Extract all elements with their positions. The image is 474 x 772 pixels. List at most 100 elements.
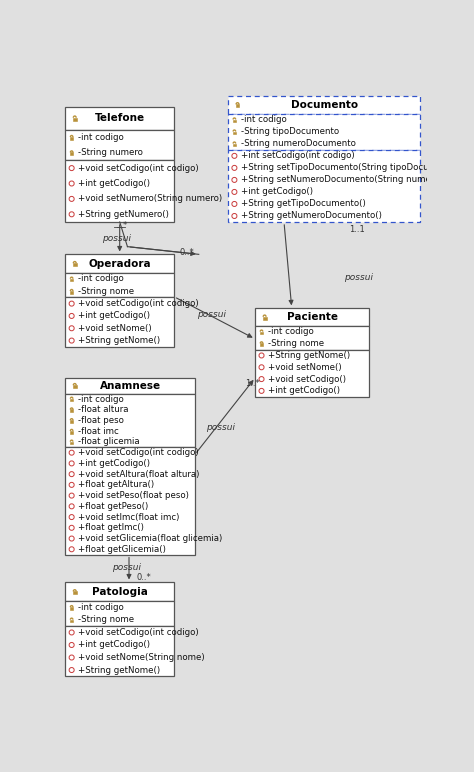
Circle shape — [70, 516, 73, 518]
Text: +int setCodigo(int codigo): +int setCodigo(int codigo) — [241, 151, 354, 161]
Text: +String getNumero(): +String getNumero() — [78, 210, 169, 218]
Bar — [65, 254, 174, 273]
Bar — [233, 144, 236, 146]
Text: +void setCodigo(int codigo): +void setCodigo(int codigo) — [78, 449, 199, 457]
Circle shape — [69, 212, 74, 217]
Text: possui: possui — [207, 423, 236, 432]
Circle shape — [69, 461, 74, 466]
Circle shape — [260, 390, 263, 392]
Circle shape — [259, 353, 264, 357]
Text: -String tipoDocumento: -String tipoDocumento — [241, 127, 339, 137]
Circle shape — [232, 178, 237, 182]
Circle shape — [70, 483, 73, 486]
Bar — [70, 420, 73, 423]
Circle shape — [70, 327, 73, 330]
Text: -String numero: -String numero — [78, 148, 143, 157]
Text: +void setNumero(String numero): +void setNumero(String numero) — [78, 195, 222, 203]
Circle shape — [70, 631, 73, 634]
Bar — [260, 344, 263, 346]
Circle shape — [70, 505, 73, 508]
Bar — [70, 409, 73, 412]
Text: +float getPeso(): +float getPeso() — [78, 502, 148, 511]
Circle shape — [69, 482, 74, 487]
Bar — [70, 137, 73, 140]
Bar — [65, 130, 174, 161]
Text: +String getNome(): +String getNome() — [78, 336, 160, 345]
Text: +int getCodigo(): +int getCodigo() — [78, 311, 150, 320]
Bar — [255, 326, 369, 350]
Bar — [228, 96, 420, 113]
Bar — [65, 582, 174, 601]
Text: -int codigo: -int codigo — [78, 603, 124, 612]
Circle shape — [69, 630, 74, 635]
Bar — [65, 107, 174, 130]
Circle shape — [70, 213, 73, 215]
Circle shape — [232, 165, 237, 170]
Circle shape — [69, 326, 74, 330]
Text: +String setTipoDocumento(String tipoDocumento): +String setTipoDocumento(String tipoDocu… — [241, 164, 459, 172]
Bar — [73, 385, 77, 388]
Bar — [70, 442, 73, 445]
Bar — [73, 591, 77, 594]
Bar — [70, 431, 73, 434]
Text: +void setNome(String nome): +void setNome(String nome) — [78, 653, 204, 662]
Text: +void setAltura(float altura): +void setAltura(float altura) — [78, 469, 199, 479]
Circle shape — [70, 548, 73, 550]
Text: -int codigo: -int codigo — [241, 115, 286, 124]
Bar — [255, 350, 369, 397]
Circle shape — [233, 167, 236, 169]
Text: Operadora: Operadora — [88, 259, 151, 269]
Text: +float getGlicemia(): +float getGlicemia() — [78, 545, 166, 554]
Circle shape — [69, 166, 74, 171]
Circle shape — [70, 644, 73, 646]
Text: +void setPeso(float peso): +void setPeso(float peso) — [78, 491, 189, 500]
Circle shape — [69, 655, 74, 660]
Text: -int codigo: -int codigo — [78, 394, 124, 404]
Circle shape — [70, 182, 73, 185]
Circle shape — [70, 494, 73, 497]
Circle shape — [70, 527, 73, 529]
Circle shape — [69, 472, 74, 476]
Bar — [70, 279, 73, 281]
Text: +int getCodigo(): +int getCodigo() — [241, 188, 312, 196]
Circle shape — [70, 656, 73, 659]
Circle shape — [259, 377, 264, 381]
Circle shape — [69, 526, 74, 530]
Text: -String numeroDocumento: -String numeroDocumento — [241, 139, 356, 148]
Bar — [65, 447, 195, 554]
Circle shape — [233, 154, 236, 157]
Bar — [70, 291, 73, 293]
Bar — [255, 308, 369, 326]
Bar — [73, 263, 77, 266]
Circle shape — [70, 340, 73, 342]
Text: +float getImc(): +float getImc() — [78, 523, 144, 533]
Text: +int getCodigo(): +int getCodigo() — [78, 641, 150, 649]
Circle shape — [69, 197, 74, 201]
Text: Anamnese: Anamnese — [100, 381, 161, 391]
Circle shape — [69, 181, 74, 186]
Text: -String nome: -String nome — [78, 615, 134, 625]
Circle shape — [70, 315, 73, 317]
Circle shape — [70, 462, 73, 465]
Text: +String getTipoDocumento(): +String getTipoDocumento() — [241, 199, 365, 208]
Bar — [65, 273, 174, 297]
Text: -float peso: -float peso — [78, 416, 124, 425]
Text: Telefone: Telefone — [95, 113, 145, 123]
Circle shape — [233, 191, 236, 193]
Bar — [70, 607, 73, 610]
Bar — [260, 332, 263, 334]
Text: +void setCodigo(): +void setCodigo() — [268, 374, 346, 384]
Text: +int getCodigo(): +int getCodigo() — [78, 459, 150, 468]
Text: -float altura: -float altura — [78, 405, 128, 415]
Circle shape — [69, 537, 74, 541]
Text: +void setImc(float imc): +void setImc(float imc) — [78, 513, 179, 522]
Text: 1..1: 1..1 — [349, 225, 365, 234]
Circle shape — [70, 198, 73, 200]
Text: 1..*: 1..* — [245, 379, 260, 388]
Circle shape — [69, 338, 74, 343]
Circle shape — [69, 301, 74, 306]
Text: -int codigo: -int codigo — [78, 275, 124, 283]
Bar — [70, 620, 73, 622]
Bar — [73, 118, 77, 120]
Bar — [65, 161, 174, 222]
